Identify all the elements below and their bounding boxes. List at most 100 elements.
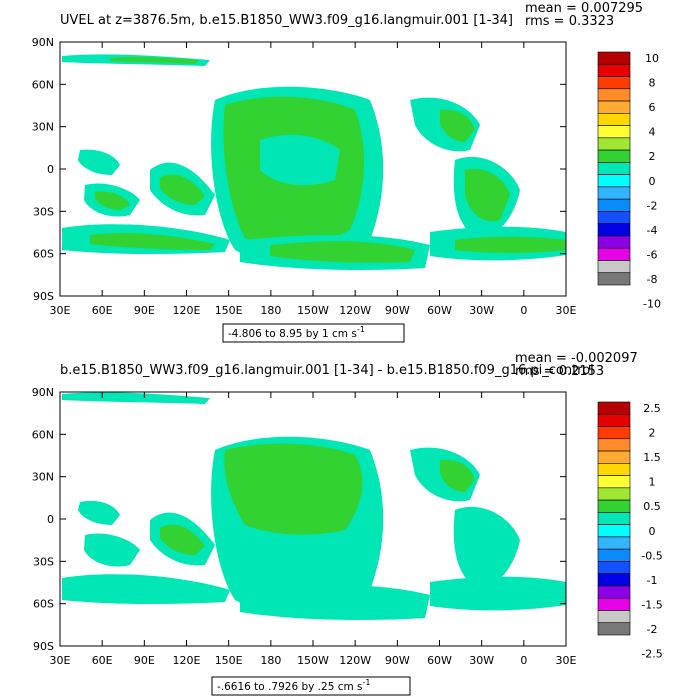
rms-stat: rms = 0.2153 <box>515 364 604 379</box>
colorbar-swatch <box>597 622 631 636</box>
latitude-axis: 90N 60N 30N 0 30S 60S 90S <box>32 386 566 653</box>
colorbar-label: -2.5 <box>641 647 662 660</box>
field-patch <box>110 57 200 64</box>
colorbar-swatch <box>597 186 631 200</box>
colorbar-swatch <box>597 548 631 562</box>
colorbar-swatch <box>597 149 631 163</box>
colorbar-swatch <box>597 413 631 427</box>
lon-tick-label: 30E <box>50 304 71 317</box>
colorbar-swatch <box>597 247 631 261</box>
colorbar-label: 6 <box>649 101 656 114</box>
longitude-axis: 30E 60E 90E 120E 150E 180 150W 120W 90W 60W 30W 0 30… <box>50 42 577 317</box>
colorbar-label: -10 <box>643 297 661 310</box>
lon-tick-label: 180 <box>260 654 281 667</box>
lon-tick-label: 30E <box>556 654 577 667</box>
colorbar-swatch <box>597 223 631 237</box>
field-patch <box>160 524 205 555</box>
lon-tick-label: 150E <box>215 654 243 667</box>
field-patch <box>430 576 566 611</box>
lat-tick-label: 60S <box>33 248 54 261</box>
colorbar-swatch <box>597 51 631 65</box>
lat-tick-label: 60S <box>33 598 54 611</box>
lat-tick-label: 0 <box>47 163 54 176</box>
field-patch <box>440 459 475 492</box>
map-figure-top: UVEL at z=3876.5m, b.e15.B1850_WW3.f09_g… <box>32 1 661 343</box>
colorbar-swatch <box>597 401 631 415</box>
lat-tick-label: 90N <box>32 36 54 49</box>
colorbar-label: -8 <box>647 273 658 286</box>
colorbar-swatch <box>597 561 631 574</box>
ocean-field-blobs <box>62 54 566 270</box>
colorbar-label: -2 <box>647 623 658 636</box>
longitude-axis: 30E 60E 90E 120E 150E 180 150W 120W 90W 60W 30W 0 30… <box>50 392 577 667</box>
colorbar-label: 8 <box>649 77 656 90</box>
map-field <box>59 41 567 297</box>
colorbar: 10 8 6 4 2 0 -2 -4 -6 -8 -10 <box>597 51 661 310</box>
lon-tick-label: 90W <box>385 304 410 317</box>
field-patch <box>465 168 510 222</box>
field-patch <box>270 241 415 263</box>
colorbar-label: -1.5 <box>641 598 662 611</box>
colorbar-swatch <box>597 499 631 513</box>
colorbar-label: -0.5 <box>641 549 662 562</box>
lat-tick-label: 0 <box>47 513 54 526</box>
colorbar-label: 2.5 <box>643 402 661 415</box>
field-patch <box>95 191 130 210</box>
range-box-frame <box>211 676 411 696</box>
lon-tick-label: 30E <box>50 654 71 667</box>
colorbar-label: -1 <box>647 574 658 587</box>
colorbar-label: 0 <box>649 175 656 188</box>
field-patch <box>240 585 430 620</box>
colorbar-swatch <box>597 137 631 151</box>
colorbar-label: 4 <box>649 126 656 139</box>
field-patch <box>224 443 363 535</box>
lon-tick-label: 60E <box>92 654 113 667</box>
colorbar-swatch <box>597 162 631 175</box>
colorbar-label: 0.5 <box>643 500 661 513</box>
lat-tick-label: 90S <box>33 290 54 303</box>
lon-tick-label: 60W <box>427 304 452 317</box>
lon-tick-label: 90E <box>134 654 155 667</box>
lon-tick-label: 30W <box>469 304 494 317</box>
lon-tick-label: 0 <box>520 304 527 317</box>
colorbar-swatch <box>597 272 631 286</box>
colorbar-swatch <box>597 198 631 212</box>
field-patch <box>160 174 205 205</box>
lat-tick-label: 30N <box>32 121 54 134</box>
colorbar-label: -4 <box>647 224 658 237</box>
lon-tick-label: 0 <box>520 654 527 667</box>
colorbar-swatch <box>597 573 631 587</box>
colorbar-label: 2 <box>649 150 656 163</box>
colorbar-swatch <box>597 88 631 102</box>
colorbar-swatch <box>597 487 631 501</box>
rms-stat: rms = 0.3323 <box>525 14 614 29</box>
mean-stat: mean = -0.002097 <box>515 351 638 366</box>
lon-tick-label: 150W <box>297 654 329 667</box>
ocean-field-blobs <box>62 392 566 620</box>
colorbar-swatch <box>597 524 631 538</box>
colorbar-swatch <box>597 113 631 126</box>
lat-tick-label: 30S <box>33 205 54 218</box>
field-patch <box>90 233 215 250</box>
field-patch <box>260 134 340 186</box>
lat-tick-label: 90S <box>33 640 54 653</box>
latitude-axis: 90N 60N 30N 0 30S 60S 90S <box>32 36 566 303</box>
colorbar-swatch <box>597 63 631 77</box>
colorbar-swatch <box>597 597 631 611</box>
colorbar-swatch <box>597 512 631 525</box>
colorbar-swatch <box>597 426 631 440</box>
colorbar-swatch <box>597 475 631 489</box>
field-patch <box>440 109 475 142</box>
colorbar-label: 10 <box>645 52 659 65</box>
lon-tick-label: 30W <box>469 654 494 667</box>
field-patch <box>78 149 120 175</box>
colorbar-label: 0 <box>649 525 656 538</box>
colorbar-swatch <box>597 585 631 599</box>
map-panel-bottom: b.e15.B1850_WW3.f09_g16.langmuir.001 [1-… <box>0 350 700 700</box>
colorbar-label: 2 <box>649 427 656 440</box>
colorbar-swatch <box>597 536 631 550</box>
field-patch <box>455 236 566 253</box>
lat-tick-label: 60N <box>32 428 54 441</box>
lon-tick-label: 120E <box>173 654 201 667</box>
colorbar-label: 1.5 <box>643 451 661 464</box>
